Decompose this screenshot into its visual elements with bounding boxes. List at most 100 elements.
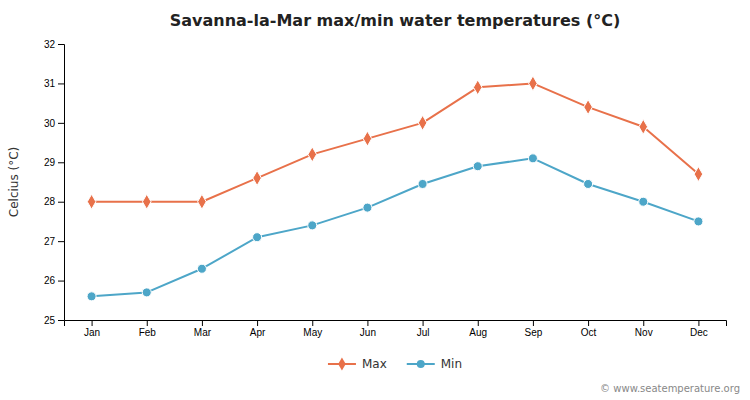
marker — [694, 167, 703, 182]
axis-domain — [65, 321, 727, 327]
tick-mark — [58, 202, 64, 203]
tick: 26 — [44, 275, 64, 286]
legend-marker — [338, 357, 346, 370]
tick: Nov — [635, 320, 653, 338]
tick-label: Apr — [250, 327, 266, 338]
tick: Dec — [690, 320, 708, 338]
tick: Sep — [525, 320, 543, 338]
tick-label: 27 — [44, 236, 56, 247]
marker — [363, 131, 372, 146]
marker — [584, 179, 593, 188]
tick-label: Feb — [139, 327, 157, 338]
marker — [529, 76, 538, 91]
tick: 25 — [44, 315, 64, 326]
legend-item: Max — [328, 357, 387, 371]
tick-mark — [257, 320, 258, 326]
marker — [142, 288, 151, 297]
marker — [473, 80, 482, 95]
tick-label: Sep — [525, 327, 543, 338]
tick: Mar — [194, 320, 212, 338]
marker — [142, 194, 151, 209]
tick: Oct — [581, 320, 597, 338]
y-axis: 25 26 27 28 29 30 31 32 — [44, 39, 65, 326]
tick-mark — [58, 123, 64, 124]
marker — [253, 233, 262, 242]
tick-label: 31 — [44, 78, 56, 89]
tick-label: 29 — [44, 157, 56, 168]
marker — [87, 292, 96, 301]
tick-label: May — [303, 327, 322, 338]
chart: 25 26 27 28 29 30 31 32 Jan Feb Mar Apr May Jun Jul Aug… — [0, 0, 750, 400]
tick: Feb — [139, 320, 157, 338]
tick-label: Jul — [417, 327, 430, 338]
marker — [473, 162, 482, 171]
y-axis-label: Celcius (°C) — [7, 147, 21, 217]
tick-label: 28 — [44, 196, 56, 207]
legend: Max Min — [328, 357, 462, 371]
series-group — [87, 76, 703, 301]
series-line — [92, 158, 699, 296]
marker — [308, 147, 317, 162]
marker — [308, 221, 317, 230]
tick: 28 — [44, 196, 64, 207]
annotation: © www.seatemperature.org — [600, 383, 740, 394]
tick-label: 25 — [44, 315, 56, 326]
tick-mark — [92, 320, 93, 326]
tick-mark — [147, 320, 148, 326]
legend-marker — [417, 360, 425, 368]
marker — [639, 119, 648, 134]
tick-mark — [58, 83, 64, 84]
tick-mark — [533, 320, 534, 326]
legend-item: Min — [407, 357, 462, 371]
marker — [363, 203, 372, 212]
series-line — [92, 83, 699, 201]
tick-mark — [698, 320, 699, 326]
title: Savanna-la-Mar max/min water temperature… — [170, 11, 621, 30]
tick-mark — [58, 320, 64, 321]
tick-mark — [423, 320, 424, 326]
marker — [418, 179, 427, 188]
tick-label: Jan — [84, 327, 100, 338]
tick-mark — [588, 320, 589, 326]
tick-mark — [58, 162, 64, 163]
legend-label: Max — [362, 357, 387, 371]
tick: Apr — [250, 320, 266, 338]
tick-label: 26 — [44, 275, 56, 286]
tick: 31 — [44, 78, 64, 89]
axis-domain — [58, 45, 65, 321]
tick: 32 — [44, 39, 64, 50]
tick: May — [303, 320, 322, 338]
tick-label: Nov — [635, 327, 653, 338]
plot-area: 25 26 27 28 29 30 31 32 Jan Feb Mar Apr May Jun Jul Aug… — [44, 39, 727, 338]
tick: Jul — [417, 320, 430, 338]
tick-label: Dec — [690, 327, 708, 338]
marker — [253, 171, 262, 186]
tick: 30 — [44, 118, 64, 129]
tick-label: 32 — [44, 39, 56, 50]
legend-label: Min — [441, 357, 462, 371]
marker — [418, 115, 427, 130]
tick-mark — [478, 320, 479, 326]
marker — [197, 264, 206, 273]
tick-label: Aug — [469, 327, 487, 338]
marker — [87, 194, 96, 209]
tick-mark — [367, 320, 368, 326]
tick: Jun — [360, 320, 376, 338]
tick: Aug — [469, 320, 487, 338]
tick-label: Jun — [360, 327, 376, 338]
tick-mark — [312, 320, 313, 326]
tick-mark — [202, 320, 203, 326]
marker — [639, 197, 648, 206]
marker — [584, 100, 593, 115]
marker — [198, 194, 207, 209]
tick-mark — [58, 281, 64, 282]
tick-mark — [58, 241, 64, 242]
tick: 29 — [44, 157, 64, 168]
tick-mark — [58, 44, 64, 45]
tick-mark — [643, 320, 644, 326]
tick: 27 — [44, 236, 64, 247]
tick-label: 30 — [44, 118, 56, 129]
tick-label: Oct — [581, 327, 597, 338]
tick: Jan — [84, 320, 100, 338]
x-axis: Jan Feb Mar Apr May Jun Jul Aug Sep Oct Nov Dec — [65, 320, 727, 338]
